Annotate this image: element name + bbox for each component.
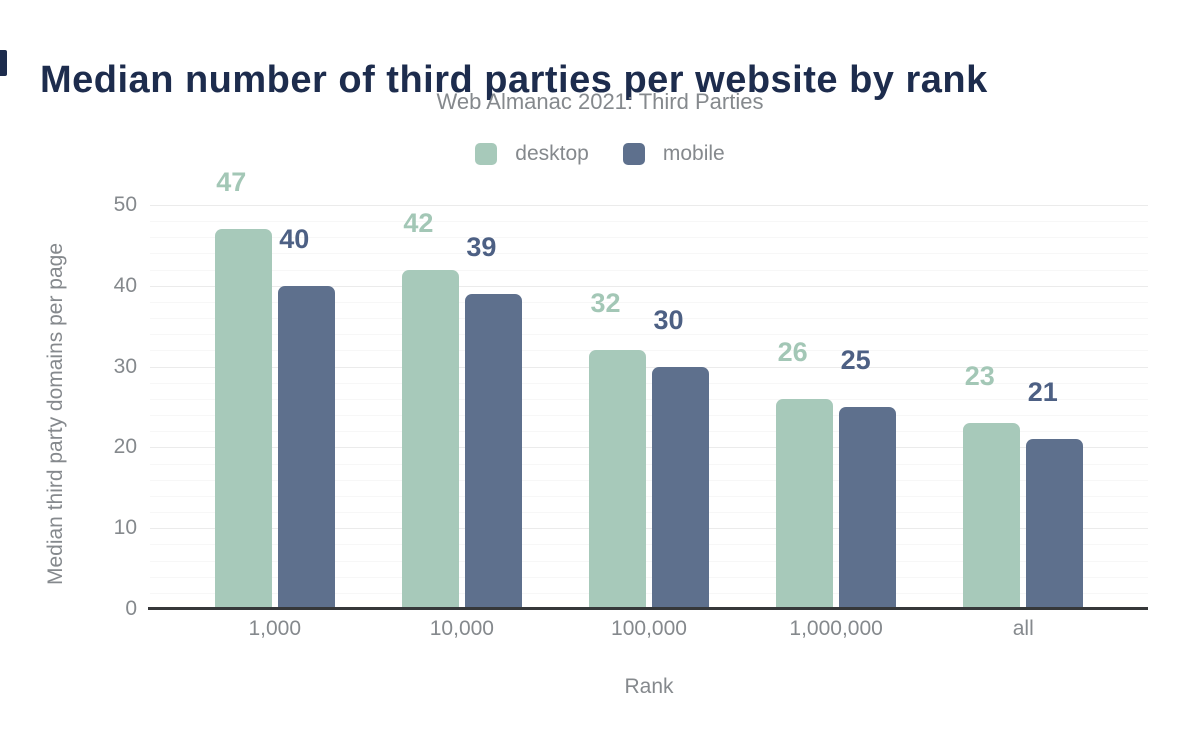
gridline-minor	[150, 576, 1148, 578]
gridline-minor	[150, 512, 1148, 514]
bar-value-label-mobile: 25	[840, 345, 871, 375]
bar-value-label-desktop: 42	[403, 207, 434, 238]
gridline-minor	[150, 592, 1148, 594]
x-axis-title: Rank	[624, 675, 674, 698]
gridline-minor	[150, 334, 1148, 336]
bar-value-label-mobile: 21	[1027, 377, 1058, 408]
bar-mobile-100000[interactable]	[652, 366, 709, 609]
y-tick-label: 20	[113, 435, 137, 459]
bar-value-label-desktop: 26	[777, 336, 808, 367]
gridline-minor	[150, 431, 1148, 433]
legend-swatch-mobile-icon	[622, 143, 645, 165]
gridline-minor	[150, 463, 1148, 465]
gridline-minor	[150, 253, 1148, 255]
y-tick-label: 30	[113, 354, 137, 378]
gridline-minor	[150, 237, 1148, 239]
plot-area: 47 40 42 39 32 30 26 25 23 21	[150, 167, 1148, 609]
x-axis-line	[148, 607, 1148, 610]
gridline-minor	[150, 318, 1148, 320]
legend-label-desktop: desktop	[515, 142, 589, 165]
x-tick-label: 100,000	[611, 617, 687, 640]
bar-desktop-all[interactable]	[963, 423, 1021, 609]
bar-desktop-1000000[interactable]	[776, 398, 834, 609]
gridline-minor	[150, 382, 1148, 384]
bar-value-label-mobile: 39	[466, 231, 497, 262]
gridline-minor	[150, 415, 1148, 417]
x-tick-label: all	[1012, 617, 1034, 640]
y-tick-label: 0	[125, 597, 137, 620]
chart-subtitle: Web Almanac 2021: Third Parties	[436, 89, 764, 114]
legend: desktop mobile	[0, 142, 1200, 166]
bar-desktop-100000[interactable]	[589, 350, 646, 609]
gridline-major	[150, 205, 1148, 206]
gridline-major	[150, 366, 1148, 368]
x-tick-label: 1,000,000	[789, 617, 883, 640]
gridline-minor	[150, 495, 1148, 497]
gridline-minor	[150, 544, 1148, 546]
bar-value-label-mobile: 30	[653, 304, 684, 335]
gridline-major	[150, 447, 1148, 449]
bar-mobile-10000[interactable]	[464, 293, 522, 609]
bar-value-label-mobile: 40	[279, 223, 310, 254]
bar-mobile-1000000[interactable]	[839, 407, 897, 609]
chart-title: Median number of third parties per websi…	[40, 59, 988, 102]
bar-desktop-10000[interactable]	[401, 269, 459, 609]
legend-label-mobile: mobile	[662, 142, 725, 165]
gridline-major	[150, 528, 1148, 530]
gridline-minor	[150, 301, 1148, 303]
gridline-major	[150, 285, 1148, 287]
bar-value-label-desktop: 23	[964, 361, 995, 392]
legend-item-desktop[interactable]: desktop	[475, 142, 589, 166]
bar-mobile-1000[interactable]	[277, 285, 335, 609]
bar-value-label-desktop: 32	[590, 288, 621, 319]
x-tick-label: 10,000	[429, 617, 494, 640]
gridline-minor	[150, 269, 1148, 271]
x-tick-label: 1,000	[248, 617, 302, 640]
gridline-minor	[150, 560, 1148, 562]
gridline-minor	[150, 479, 1148, 481]
clipped-corner-mark	[0, 50, 7, 76]
bar-value-label-desktop: 47	[216, 167, 247, 198]
gridline-minor	[150, 398, 1148, 400]
y-tick-label: 50	[113, 193, 137, 216]
legend-swatch-desktop-icon	[475, 143, 498, 165]
gridline-minor	[150, 221, 1148, 223]
legend-item-mobile[interactable]: mobile	[622, 142, 725, 166]
y-tick-label: 40	[113, 273, 137, 297]
y-tick-label: 10	[113, 516, 137, 540]
bar-desktop-1000[interactable]	[214, 229, 272, 609]
gridline-minor	[150, 350, 1148, 352]
bar-mobile-all[interactable]	[1026, 439, 1084, 609]
